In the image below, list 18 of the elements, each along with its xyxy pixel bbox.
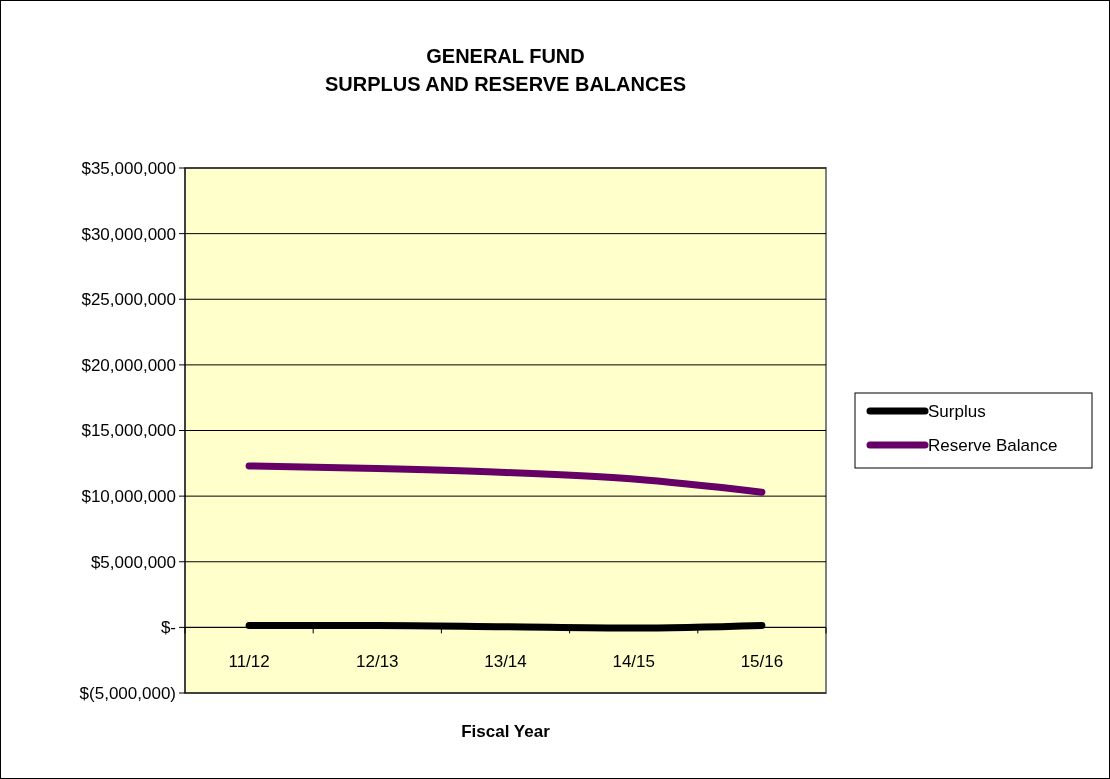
legend-label: Surplus	[928, 401, 986, 421]
y-tick-label: $35,000,000	[81, 158, 176, 178]
x-tick-label: 12/13	[356, 652, 399, 672]
x-tick-label: 14/15	[612, 652, 655, 672]
x-tick-label: 15/16	[740, 652, 784, 672]
y-tick-label: $10,000,000	[81, 487, 176, 507]
y-tick-label: $30,000,000	[81, 224, 176, 244]
x-tick-label: 11/12	[228, 652, 270, 672]
legend-label: Reserve Balance	[928, 435, 1058, 455]
y-tick-label: $(5,000,000)	[79, 683, 176, 703]
y-tick-label: $-	[160, 618, 176, 638]
y-tick-label: $15,000,000	[81, 421, 176, 441]
x-tick-label: 13/14	[484, 652, 527, 672]
y-tick-label: $5,000,000	[90, 552, 176, 572]
y-tick-label: $25,000,000	[81, 290, 176, 310]
x-axis-title: Fiscal Year	[461, 722, 551, 741]
chart-title: GENERAL FUND SURPLUS AND RESERVE BALANCES	[324, 45, 687, 95]
y-tick-label: $20,000,000	[81, 355, 176, 375]
